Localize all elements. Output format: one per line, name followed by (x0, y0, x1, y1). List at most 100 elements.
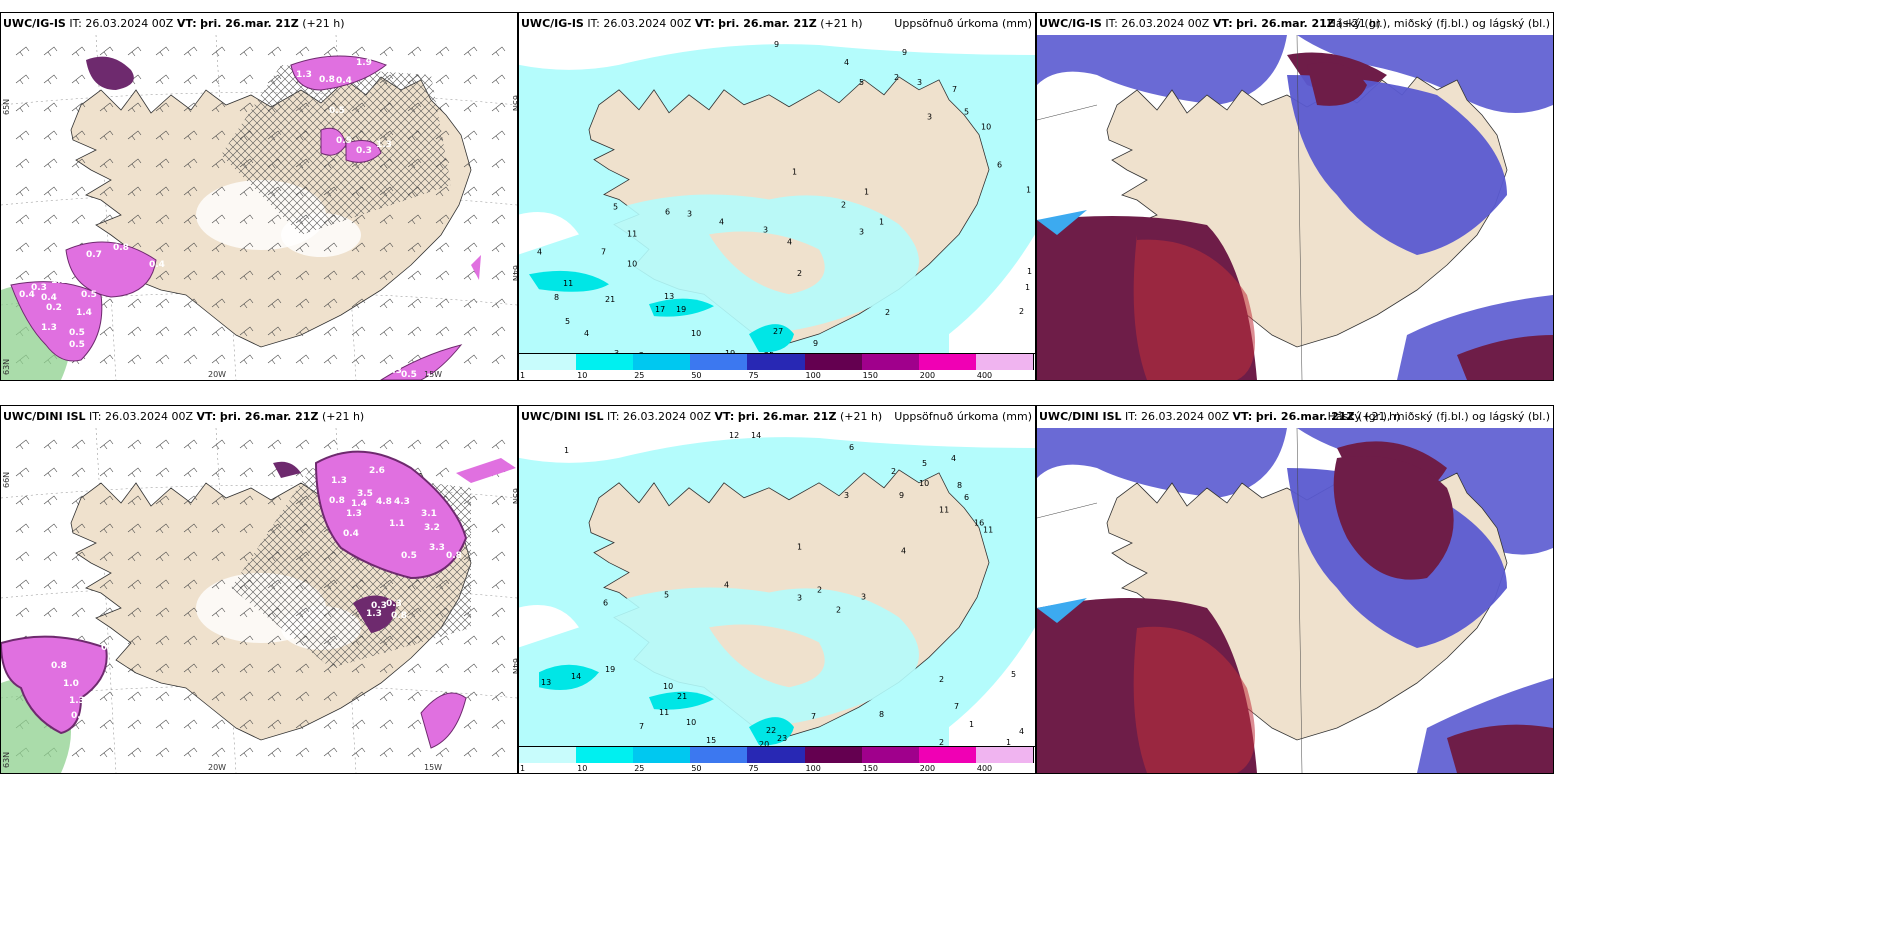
precip-value-label: 3.5 (357, 489, 373, 499)
model-name: UWC/IG-IS (1039, 17, 1102, 30)
accum-value-label: 1 (1025, 283, 1030, 292)
colorbar-swatch (690, 354, 749, 370)
accum-value-label: 2 (939, 738, 944, 747)
colorbar-swatch (747, 747, 806, 763)
accum-value-label: 5 (1011, 670, 1016, 679)
accum-value-label: 19 (605, 665, 615, 674)
accum-value-label: 1 (1006, 738, 1011, 747)
precip-value-label: 0.5 (69, 328, 85, 338)
colorbar-swatch (519, 354, 578, 370)
precip-value-label: 0.4 (336, 76, 352, 86)
precip-value-label: 1.1 (51, 276, 67, 286)
colorbar-swatch (747, 354, 806, 370)
precip-wind-map: 1.9 1.3 0.8 0.4 0.5 0.5 0.3 1.3 0.7 0.8 0.4 1.1 0.5 1… (1, 35, 517, 380)
accum-value-label: 3 (974, 352, 979, 354)
valid-time: þri. 26.mar. 21Z (1255, 410, 1355, 423)
precip-value-label: 0.3 (31, 283, 47, 293)
precip-value-label: 0.4 (41, 293, 57, 303)
lead-time: (+21 h) (839, 410, 883, 423)
lon-label: 20W (208, 370, 226, 379)
accum-value-label: 4 (787, 237, 792, 246)
precip-value-label: 0.4 (101, 643, 117, 653)
accum-value-label: 5 (922, 459, 927, 468)
accum-value-label: 6 (665, 207, 670, 216)
panel-subtitle: Háský (gr.), miðský (fj.bl.) og lágský (… (1327, 410, 1550, 423)
valid-label: VT: (694, 17, 715, 30)
precip-value-label: 0.3 (386, 366, 402, 376)
accum-value-label: 1 (969, 720, 974, 729)
accum-value-label: 2 (939, 675, 944, 684)
colorbar-swatch (975, 747, 1034, 763)
valid-label: VT: (714, 410, 735, 423)
accum-value-label: 2 (885, 308, 890, 317)
precip-value-label: 0.5 (71, 711, 87, 721)
accum-value-label: 2 (817, 585, 822, 594)
model-name: UWC/DINI ISL (521, 410, 604, 423)
precip-value-label: 0.7 (86, 250, 102, 260)
accum-value-label: 14 (571, 672, 581, 681)
colorbar-swatch (804, 354, 863, 370)
accum-value-label: 10 (686, 718, 696, 727)
colorbar-tick: 200 (919, 764, 936, 773)
accum-value-label: 2 (891, 467, 896, 476)
accum-value-label: 14 (751, 431, 761, 440)
accum-value-label: 6 (997, 161, 1002, 170)
accum-value-label: 22 (766, 726, 776, 735)
colorbar-tick: 150 (862, 764, 878, 773)
colorbar-tick: 10 (577, 371, 588, 380)
cloud-cover-map (1037, 35, 1553, 380)
colorbar-swatch (690, 747, 749, 763)
precip-value-label: 0.8 (51, 661, 67, 671)
colorbar-swatch (519, 747, 578, 763)
colorbar-tick: 75 (748, 764, 759, 773)
accum-value-label: 9 (902, 48, 907, 57)
precip-value-label: 0.3 (356, 146, 372, 156)
precip-value-label: 4.8 (376, 497, 392, 507)
lead-time: (+21 h) (820, 17, 863, 30)
accum-value-label: 3 (844, 491, 849, 500)
accum-value-label: 10 (627, 259, 637, 268)
panel-header: UWC/IG-IS IT: 26.03.2024 00Z VT: þri. 26… (1, 13, 517, 35)
precip-value-label: 0.8 (319, 75, 335, 85)
valid-label: VT: (1212, 17, 1233, 30)
accum-value-label: 10 (919, 479, 929, 488)
accum-value-label: 9 (774, 40, 779, 49)
accum-value-label: 8 (554, 293, 559, 302)
accum-value-label: 3 (614, 349, 619, 354)
colorbar-tick: 200 (919, 371, 936, 380)
accum-value-label: 23 (777, 734, 787, 743)
colorbar: 1 10 25 50 75 100 150 200 400 (519, 353, 1035, 380)
map-panel-5: UWC/DINI ISL IT: 26.03.2024 00Z VT: þri.… (518, 405, 1036, 774)
accum-value-label: 11 (939, 506, 949, 515)
precip-value-label: 1.4 (76, 308, 92, 318)
precip-value-label: 3.2 (424, 523, 440, 533)
precip-value-label: 0.4 (343, 529, 359, 539)
accum-value-label: 5 (664, 590, 669, 599)
precip-value-label: 2.6 (369, 466, 385, 476)
colorbar-tick: 1 (520, 764, 526, 773)
colorbar-tick: 50 (691, 371, 702, 380)
lat-label: 64N (511, 658, 517, 674)
accum-value-label: 11 (659, 708, 669, 717)
accum-value-label: 8 (879, 710, 884, 719)
precip-value-label: 0.3 (386, 599, 402, 609)
colorbar-tick: 10 (577, 764, 588, 773)
accum-value-label: 1 (1026, 186, 1031, 195)
map-panel-1: UWC/IG-IS IT: 26.03.2024 00Z VT: þri. 26… (0, 12, 518, 381)
accum-value-label: 11 (563, 279, 573, 288)
precip-value-label: 1.3 (331, 476, 347, 486)
accum-value-label: 5 (613, 202, 618, 211)
precip-value-label: 1.3 (296, 70, 312, 80)
colorbar-tick: 1 (520, 371, 526, 380)
colorbar-tick: 150 (862, 371, 878, 380)
colorbar-swatch (975, 354, 1034, 370)
precip-value-label: 0.8 (113, 243, 129, 253)
precip-value-label: 0.5 (81, 290, 97, 300)
accum-value-label: 11 (983, 526, 993, 535)
accum-value-label: 19 (676, 305, 686, 314)
precip-value-label: 1.4 (351, 499, 367, 509)
colorbar-swatch (804, 747, 863, 763)
map-panel-4: UWC/DINI ISL IT: 26.03.2024 00Z VT: þri.… (0, 405, 518, 774)
accum-value-label: 4 (719, 217, 724, 226)
lat-label: 64N (511, 265, 517, 281)
